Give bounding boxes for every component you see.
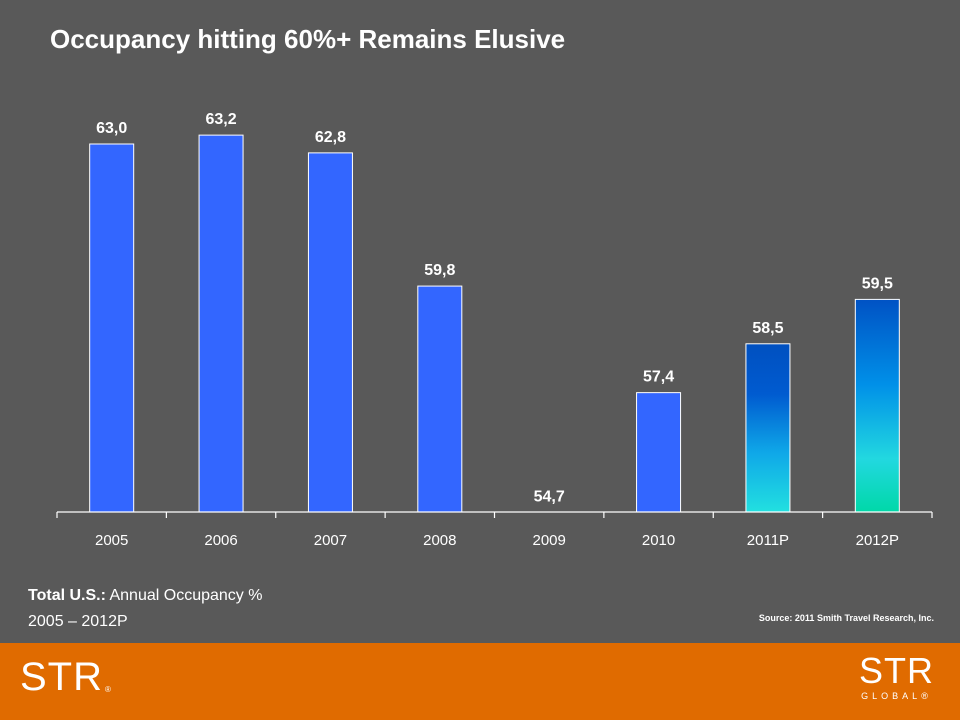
tick-label-2009: 2009 <box>533 532 566 549</box>
str-logo-mark: ® <box>105 685 112 694</box>
str-logo-text: STR <box>20 655 103 699</box>
tick-label-2010: 2010 <box>642 532 675 549</box>
data-label-2008: 59,8 <box>424 262 455 279</box>
str-global-logo: STR GLOBAL® <box>859 653 934 703</box>
tick-label-2006: 2006 <box>204 532 237 549</box>
source-note: Source: 2011 Smith Travel Research, Inc. <box>758 613 934 623</box>
data-label-2007: 62,8 <box>315 129 346 146</box>
caption-rest: Annual Occupancy % <box>105 587 263 604</box>
bar-2006 <box>198 134 244 513</box>
bar-2008 <box>417 285 463 513</box>
occupancy-bar-chart: 63,0 2005 63,2 2006 62,8 2007 59,8 2008 54,7 2009… <box>56 111 933 549</box>
tick-label-2008: 2008 <box>423 532 456 549</box>
str-global-logo-sub: GLOBAL® <box>861 691 932 701</box>
str-global-logo-main: STR <box>859 650 934 691</box>
caption-bold: Total U.S.: <box>28 587 106 604</box>
caption-line2: 2005 – 2012P <box>28 613 128 630</box>
data-label-2006: 63,2 <box>205 111 236 128</box>
data-label-2005: 63,0 <box>96 120 127 137</box>
footer-bar: STR ® STR GLOBAL® <box>0 643 960 720</box>
tick-label-2007: 2007 <box>314 532 347 549</box>
bar-2012p <box>854 298 900 513</box>
bar-2007 <box>307 152 353 513</box>
data-label-2009: 54,7 <box>534 489 565 506</box>
slide-title: Occupancy hitting 60%+ Remains Elusive <box>50 24 566 54</box>
data-label-2011p: 58,5 <box>752 320 783 337</box>
tick-label-2012p: 2012P <box>856 532 899 549</box>
bar-2011p <box>745 343 791 513</box>
data-label-2010: 57,4 <box>643 369 674 386</box>
chart-caption: Total U.S.: Annual Occupancy % 2005 – 20… <box>28 583 262 635</box>
bar-2005 <box>89 143 135 513</box>
str-logo: STR ® <box>20 655 112 700</box>
tick-label-2005: 2005 <box>95 532 128 549</box>
bar-2010 <box>636 392 682 513</box>
data-label-2012p: 59,5 <box>862 275 893 292</box>
tick-label-2011p: 2011P <box>747 532 789 549</box>
